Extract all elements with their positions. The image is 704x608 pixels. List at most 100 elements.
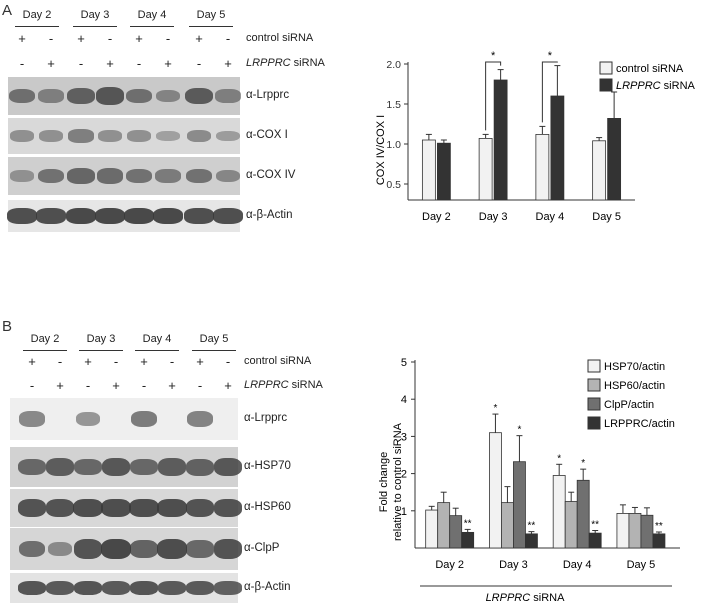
blot-label: α-Lrpprc: [244, 412, 288, 424]
blot-band: [157, 498, 187, 518]
fold-legend-swatch: [587, 378, 601, 392]
blot-band: [45, 499, 75, 517]
lrpprc-sign: -: [85, 378, 91, 393]
lrpprc-sign: -: [196, 56, 202, 71]
control-sign: +: [77, 31, 85, 46]
control-sign: -: [225, 31, 231, 46]
control-sign: +: [84, 354, 92, 369]
control-sign: +: [18, 31, 26, 46]
cox-bar: [421, 139, 436, 201]
blot-band: [156, 130, 180, 142]
cox-ylabel: COX IV/COX I: [375, 115, 387, 185]
fold-sig-star: **: [591, 520, 599, 531]
blot-band: [213, 208, 243, 224]
blot-band: [97, 130, 123, 142]
blot-band: [47, 541, 73, 557]
fold-xtick-label: Day 2: [435, 559, 464, 571]
blot-band: [36, 208, 66, 224]
blot-band: [129, 581, 159, 595]
blot-band: [213, 539, 243, 559]
blot-band: [95, 208, 125, 224]
blot-band: [73, 539, 103, 559]
lrpprc-sign: -: [19, 56, 25, 71]
blot-band: [185, 581, 215, 595]
blot-band: [17, 581, 47, 595]
day-underline: [192, 350, 236, 351]
fold-bar: [652, 533, 666, 549]
blot-band: [184, 208, 214, 224]
blot-strip: [10, 398, 238, 440]
cox-ytick-label: 0.5: [386, 179, 401, 191]
lrpprc-sign: +: [106, 56, 114, 71]
blot-band: [216, 130, 240, 142]
fold-bar: [628, 513, 642, 549]
fold-bar: [437, 502, 451, 549]
cox-ytick-label: 1.5: [386, 99, 401, 111]
fold-xtick-labels: Day 2 Day 3 Day 4 Day 5: [435, 559, 655, 571]
cox-ytick-label: 2.0: [386, 59, 401, 71]
fold-bar: [552, 475, 566, 549]
fold-sig-star: **: [464, 518, 472, 529]
blot-band: [45, 581, 75, 595]
blot-band: [186, 540, 214, 558]
fold-ytick-label: 1: [401, 506, 407, 518]
day-underline: [15, 26, 59, 27]
blot-band: [17, 499, 47, 517]
blot-label: α-COX I: [246, 129, 288, 141]
day-header: Day 4: [137, 9, 167, 21]
fold-ytick-label: 3: [401, 431, 407, 443]
fold-bar: [501, 502, 514, 549]
control-sign: -: [57, 354, 63, 369]
day-underline: [79, 350, 123, 351]
fold-ylabel-2: relative to control siRNA: [392, 422, 404, 541]
blot-band: [68, 129, 94, 143]
blot-band: [157, 581, 187, 595]
legend-lrpprc-label: LRPPRC siRNA: [616, 80, 696, 92]
control-sign: +: [195, 31, 203, 46]
blot-strip: [10, 573, 242, 603]
condition-lrpprc-label: LRPPRC siRNA: [244, 379, 323, 391]
blot-strip: [8, 118, 240, 154]
cox-xtick-label: Day 3: [479, 211, 508, 223]
condition-control-label: control siRNA: [244, 355, 312, 367]
blot-band: [215, 89, 241, 103]
cox-xtick-labels: Day 2 Day 3 Day 4 Day 5: [422, 211, 621, 223]
blot-band: [10, 170, 34, 182]
blot-label: α-HSP60: [244, 501, 291, 513]
blot-band: [213, 499, 243, 517]
lrpprc-sign: -: [197, 378, 203, 393]
lrpprc-sign: +: [56, 378, 64, 393]
cox-legend: control siRNA LRPPRC siRNA: [599, 61, 696, 92]
blot-band: [186, 129, 212, 143]
blot-band: [125, 168, 153, 184]
fold-sig-star: *: [517, 425, 521, 436]
blot-band: [153, 208, 183, 224]
panel-a-letter: A: [2, 2, 13, 19]
blot-band: [125, 88, 153, 104]
day-header: Day 5: [196, 9, 226, 21]
blot-band: [95, 87, 125, 105]
lrpprc-sign: +: [224, 56, 232, 71]
fold-bar: [588, 532, 602, 549]
day-header: Day 4: [142, 333, 172, 345]
day-header: Day 2: [30, 333, 60, 345]
blot-band: [213, 458, 243, 476]
blot-band: [9, 130, 35, 142]
blot-band: [126, 130, 152, 142]
blot-band: [186, 458, 214, 476]
fold-xtick-label: Day 4: [563, 559, 592, 571]
cox-bar: [436, 142, 451, 201]
blot-band: [46, 458, 74, 476]
blot-band: [18, 540, 46, 558]
lrpprc-sign: -: [136, 56, 142, 71]
blot-band: [155, 169, 181, 183]
fold-legend: HSP70/actin HSP60/actin ClpP/actin LRPPRC/a…: [587, 359, 675, 430]
blot-band: [130, 410, 158, 428]
condition-control-label: control siRNA: [246, 32, 314, 44]
blot-strip: [10, 489, 243, 527]
fold-sig-star: *: [557, 453, 561, 464]
control-sign: -: [225, 354, 231, 369]
blot-strip: [10, 447, 243, 487]
blot-band: [18, 458, 46, 476]
lrpprc-sign: -: [29, 378, 35, 393]
